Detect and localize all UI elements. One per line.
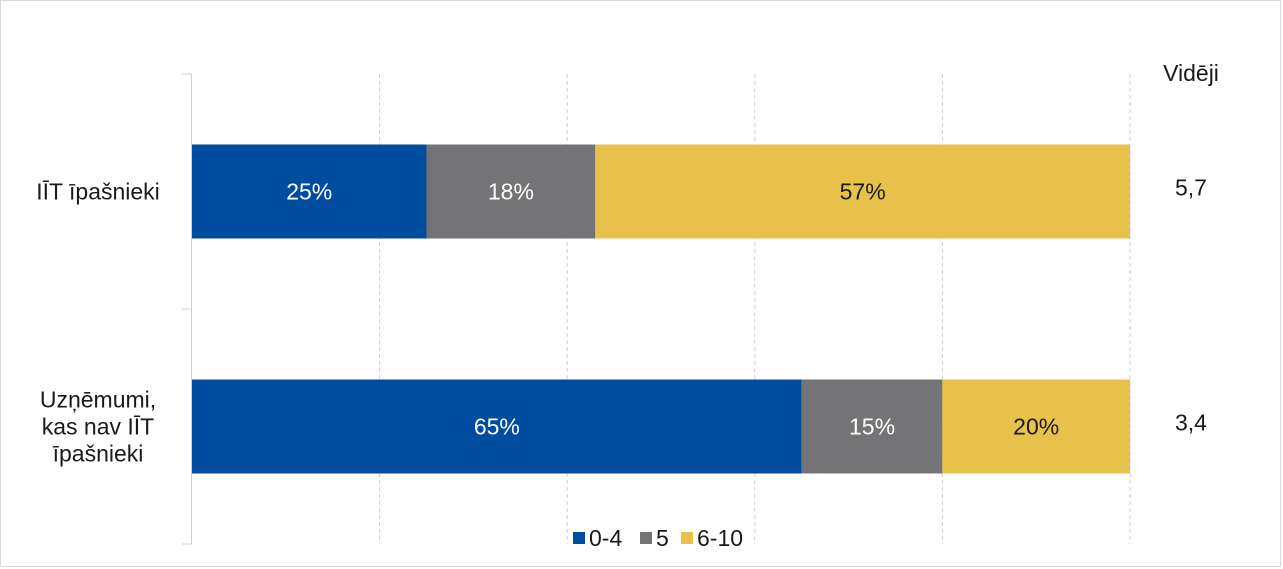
data-label: 20% xyxy=(1013,414,1059,440)
legend-label: 5 xyxy=(656,525,669,551)
average-value: 5,7 xyxy=(1175,175,1207,201)
average-value: 3,4 xyxy=(1175,410,1207,436)
bar-segment-6-10 xyxy=(942,379,1130,474)
average-column: Vidēji 5,7 3,4 xyxy=(1163,60,1219,436)
bar-segment-0-4 xyxy=(192,379,802,474)
legend-label: 6-10 xyxy=(697,525,743,551)
average-header: Vidēji xyxy=(1163,60,1219,86)
bar-segment-5 xyxy=(426,144,596,239)
bar-segment-5 xyxy=(801,379,943,474)
category-axis xyxy=(182,73,192,545)
bars: 25% 18% 57% 65% 15% 20% xyxy=(192,144,1130,474)
legend-swatch-6-10 xyxy=(681,532,693,544)
legend-swatch-0-4 xyxy=(573,532,585,544)
bar-segment-0-4 xyxy=(192,144,427,239)
bar-segment-6-10 xyxy=(595,144,1130,239)
category-labels: IĪT īpašnieki Uzņēmumi, kas nav IĪT īpašnie… xyxy=(36,179,160,467)
legend-label: 0-4 xyxy=(589,525,622,551)
data-label: 25% xyxy=(286,179,332,205)
data-label: 18% xyxy=(488,179,534,205)
category-label: IĪT īpašnieki xyxy=(36,179,160,205)
data-label: 65% xyxy=(474,414,520,440)
data-label: 15% xyxy=(849,414,895,440)
data-label: 57% xyxy=(840,179,886,205)
legend-swatch-5 xyxy=(640,532,652,544)
legend: 0-4 5 6-10 xyxy=(573,525,743,551)
category-label: Uzņēmumi, kas nav IĪT īpašnieki xyxy=(40,387,156,467)
